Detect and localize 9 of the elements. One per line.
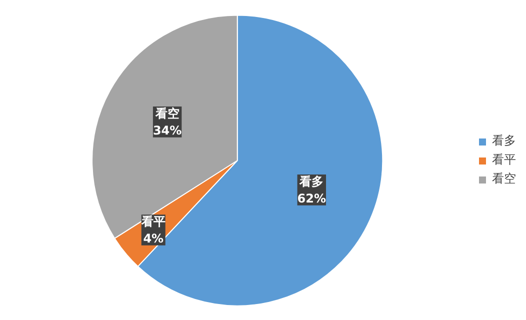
data-label: 34% <box>152 123 182 138</box>
data-label: 4% <box>143 231 164 246</box>
slice-label: 看多 <box>298 174 324 189</box>
legend-label: 看空 <box>492 170 516 188</box>
data-label: 62% <box>297 191 326 206</box>
slice-label: 看空 <box>154 106 180 121</box>
legend-label: 看多 <box>492 132 516 150</box>
legend-label: 看平 <box>492 152 516 168</box>
slice-label: 看平 <box>140 214 166 229</box>
